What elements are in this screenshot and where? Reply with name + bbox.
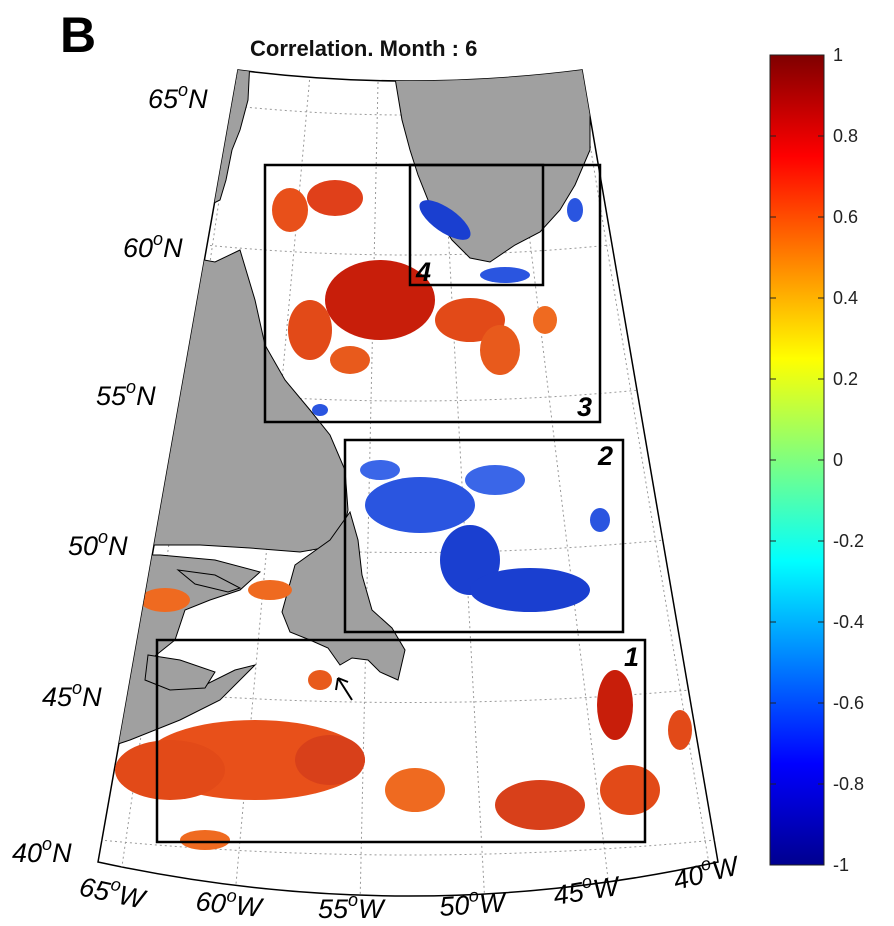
lon-label-55: 55oW — [318, 890, 386, 924]
lat-label-50: 50oN — [68, 527, 128, 561]
land-novascotia — [144, 654, 216, 691]
colorbar-ticks: 1 0.8 0.6 0.4 0.2 0 -0.2 -0.4 -0.6 -0.8 -1 — [770, 45, 864, 875]
land-anticosti — [176, 569, 242, 593]
lon-label-60: 60oW — [194, 882, 265, 923]
lat-label-55: 55oN — [96, 377, 156, 411]
lat-label-40: 40oN — [12, 834, 72, 868]
colorbar-tick-label: 0.2 — [833, 369, 858, 389]
region-boxes — [155, 163, 647, 844]
region-label-3: 3 — [577, 392, 592, 422]
region-box-4 — [408, 163, 545, 287]
colorbar-gradient — [769, 54, 825, 866]
region-label-2: 2 — [597, 441, 613, 471]
arrow-icon — [335, 677, 353, 701]
land-newfoundland — [281, 510, 406, 681]
lat-label-60: 60oN — [123, 229, 183, 263]
region-label-1: 1 — [624, 642, 639, 672]
region-box-1 — [155, 638, 647, 844]
panel-letter: B — [60, 7, 97, 63]
region-box-2 — [343, 438, 625, 634]
colorbar-tick-label: -1 — [833, 855, 849, 875]
latitude-labels: 65oN 60oN 55oN 50oN 45oN 40oN — [12, 80, 208, 868]
colorbar-tick-label: -0.4 — [833, 612, 864, 632]
land-labrador — [149, 249, 349, 553]
negative-correlation-field — [312, 198, 610, 612]
lon-label-50: 50oW — [438, 883, 508, 922]
longitude-labels: 65oW 60oW 55oW 50oW 45oW 40oW — [77, 846, 744, 924]
colorbar-tick-label: 0.6 — [833, 207, 858, 227]
region-label-4: 4 — [415, 257, 431, 287]
colorbar-tick-label: 0 — [833, 450, 843, 470]
positive-correlation-field — [115, 180, 692, 850]
colorbar-tick-label: -0.8 — [833, 774, 864, 794]
colorbar-tick-label: -0.2 — [833, 531, 864, 551]
lon-label-40: 40oW — [669, 846, 743, 895]
lat-label-65: 65oN — [148, 80, 208, 114]
region-labels: 4 3 2 1 — [415, 257, 639, 672]
colorbar: 1 0.8 0.6 0.4 0.2 0 -0.2 -0.4 -0.6 -0.8 -1 — [769, 45, 864, 875]
colorbar-tick-label: 0.8 — [833, 126, 858, 146]
lon-label-65: 65oW — [77, 868, 151, 915]
colorbar-tick-label: -0.6 — [833, 693, 864, 713]
lat-label-45: 45oN — [42, 678, 102, 712]
colorbar-tick-label: 0.4 — [833, 288, 858, 308]
map-title: Correlation. Month : 6 — [250, 36, 478, 61]
colorbar-tick-label: 1 — [833, 45, 843, 65]
